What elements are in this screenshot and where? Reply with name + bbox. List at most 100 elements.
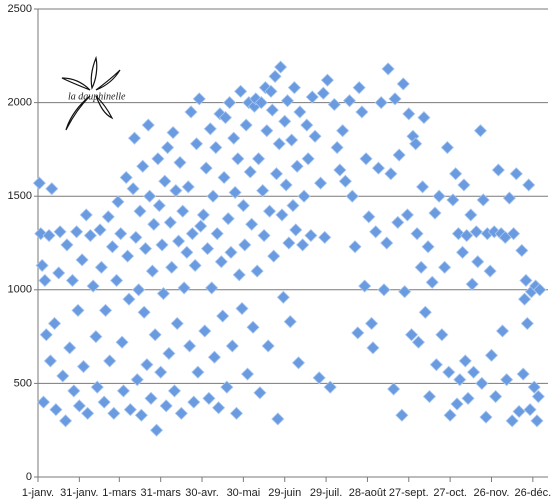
point bbox=[217, 170, 231, 185]
point bbox=[133, 204, 147, 218]
point bbox=[79, 208, 93, 222]
x-tick-label: 30-mai bbox=[227, 487, 261, 499]
point bbox=[312, 371, 326, 385]
point bbox=[457, 178, 471, 192]
point bbox=[116, 384, 131, 398]
point bbox=[236, 198, 250, 213]
point bbox=[200, 242, 215, 256]
point bbox=[174, 406, 188, 420]
point bbox=[105, 240, 119, 254]
point bbox=[523, 403, 537, 417]
point bbox=[76, 359, 91, 374]
point bbox=[264, 84, 278, 98]
point bbox=[145, 264, 159, 278]
point bbox=[327, 97, 341, 112]
point bbox=[191, 365, 205, 379]
point bbox=[134, 408, 148, 422]
point bbox=[359, 152, 373, 166]
point bbox=[291, 356, 306, 370]
point bbox=[286, 198, 300, 213]
point bbox=[202, 391, 216, 405]
point bbox=[495, 324, 510, 338]
point bbox=[32, 176, 46, 190]
point bbox=[238, 238, 252, 252]
point bbox=[207, 350, 221, 364]
point bbox=[391, 215, 405, 229]
point bbox=[149, 423, 164, 437]
point bbox=[489, 389, 503, 404]
point bbox=[404, 328, 419, 342]
point bbox=[409, 137, 423, 151]
point bbox=[53, 225, 67, 239]
point bbox=[130, 373, 144, 387]
point bbox=[330, 140, 344, 155]
x-tick-label: 27-sept. bbox=[389, 487, 429, 499]
point bbox=[254, 96, 268, 110]
point bbox=[83, 228, 97, 243]
point bbox=[170, 316, 184, 331]
point bbox=[469, 225, 483, 239]
point bbox=[518, 292, 532, 306]
point bbox=[180, 245, 194, 259]
point bbox=[442, 365, 456, 379]
point bbox=[56, 369, 70, 383]
point bbox=[300, 118, 314, 132]
point bbox=[151, 152, 165, 166]
point bbox=[240, 367, 255, 381]
point bbox=[276, 290, 290, 304]
point bbox=[520, 316, 534, 331]
point bbox=[154, 365, 168, 379]
point bbox=[323, 380, 337, 394]
point bbox=[296, 238, 310, 252]
point bbox=[381, 62, 395, 76]
point bbox=[355, 105, 369, 119]
x-tick-label: 29-juin bbox=[268, 487, 301, 499]
point bbox=[280, 94, 295, 108]
point bbox=[115, 335, 129, 349]
x-tick-label: 1-mars bbox=[102, 487, 137, 499]
point bbox=[268, 69, 282, 83]
point bbox=[342, 94, 357, 108]
point bbox=[229, 406, 244, 420]
point bbox=[42, 228, 56, 243]
point bbox=[348, 240, 362, 254]
point bbox=[111, 195, 125, 209]
x-tick-label: 31-janv. bbox=[60, 487, 98, 499]
point bbox=[70, 225, 84, 239]
point bbox=[141, 118, 155, 132]
point bbox=[89, 330, 103, 344]
point bbox=[304, 228, 318, 243]
point bbox=[269, 167, 284, 181]
point bbox=[261, 339, 275, 353]
point bbox=[123, 403, 137, 417]
point bbox=[271, 412, 285, 426]
point bbox=[377, 283, 391, 297]
point bbox=[453, 373, 467, 387]
point bbox=[308, 129, 322, 143]
point bbox=[245, 217, 259, 231]
point bbox=[410, 227, 424, 241]
point bbox=[279, 178, 293, 192]
point bbox=[185, 227, 199, 241]
point bbox=[212, 401, 226, 415]
point bbox=[366, 341, 380, 355]
y-tick-label: 2500 bbox=[8, 3, 32, 15]
point bbox=[388, 92, 402, 106]
point bbox=[422, 389, 437, 404]
point bbox=[467, 365, 481, 379]
point bbox=[49, 403, 63, 417]
point bbox=[287, 81, 301, 95]
point bbox=[103, 354, 117, 368]
point bbox=[144, 391, 158, 405]
point bbox=[455, 245, 470, 259]
point bbox=[374, 96, 388, 110]
point bbox=[432, 189, 446, 203]
point bbox=[460, 228, 474, 243]
point bbox=[438, 260, 452, 274]
logo bbox=[61, 55, 121, 131]
point bbox=[305, 90, 319, 104]
point bbox=[127, 131, 142, 145]
point bbox=[159, 399, 173, 413]
point bbox=[93, 223, 107, 237]
point bbox=[411, 335, 425, 349]
